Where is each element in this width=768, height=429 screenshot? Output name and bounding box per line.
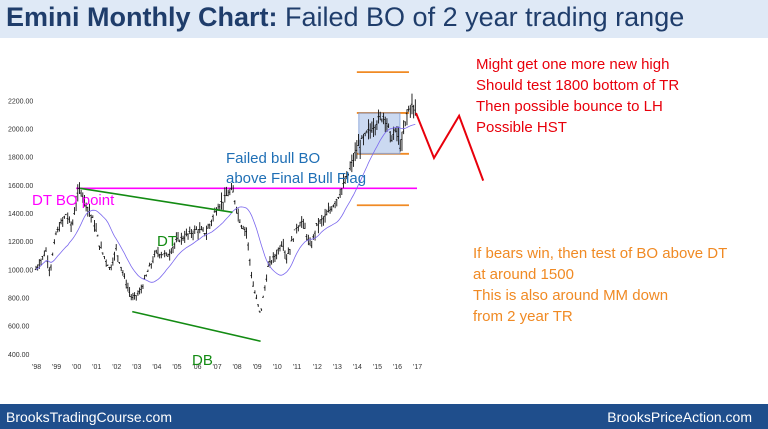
trading-range-box [358, 112, 401, 155]
y-tick-label: 800.00 [8, 296, 30, 303]
chart-title-bold: Emini Monthly Chart: [6, 2, 278, 32]
y-tick-label: 400.00 [8, 352, 30, 359]
x-tick-label: '15 [373, 364, 382, 371]
chart-title: Emini Monthly Chart: Failed BO of 2 year… [6, 2, 684, 33]
x-tick-label: '04 [152, 364, 161, 371]
orange-note-2: at around 1500 [473, 266, 574, 283]
red-note-4: Possible HST [476, 119, 567, 136]
label-db: DB [192, 352, 213, 369]
red-note-3: Then possible bounce to LH [476, 98, 663, 115]
orange-note-1: If bears win, then test of BO above DT [473, 245, 728, 262]
projection-group [415, 112, 485, 181]
y-tick-label: 1800.00 [8, 155, 33, 162]
red-note-2: Should test 1800 bottom of TR [476, 77, 680, 94]
x-tick-label: '08 [233, 364, 242, 371]
x-tick-label: '05 [172, 364, 181, 371]
footer-left-link[interactable]: BrooksTradingCourse.com [6, 409, 172, 425]
y-tick-label: 2200.00 [8, 98, 33, 105]
orange-note-3: This is also around MM down [473, 287, 669, 304]
x-tick-label: '11 [293, 364, 302, 371]
y-tick-label: 600.00 [8, 324, 30, 331]
label-bull-bo-2: above Final Bull Flag [226, 170, 367, 187]
moving-average-line [35, 123, 416, 283]
x-tick-label: '07 [212, 364, 221, 371]
footer-bar: BrooksTradingCourse.com BrooksPriceActio… [0, 404, 768, 429]
price-bars [34, 93, 416, 313]
chart-title-rest: Failed BO of 2 year trading range [277, 2, 685, 32]
y-tick-label: 1400.00 [8, 211, 33, 218]
trend-lines [79, 187, 261, 343]
trading-range-group [358, 112, 401, 155]
x-tick-label: '00 [72, 364, 81, 371]
x-tick-label: '13 [333, 364, 342, 371]
double-top-line [79, 187, 233, 214]
x-tick-label: '10 [273, 364, 282, 371]
footer-right-link[interactable]: BrooksPriceAction.com [607, 409, 752, 425]
label-dt-bo-point: DT BO point [32, 192, 115, 209]
projected-path-line [415, 112, 485, 181]
x-tick-label: '12 [313, 364, 322, 371]
x-tick-label: '02 [112, 364, 121, 371]
label-bull-bo-1: Failed bull BO [226, 150, 321, 167]
red-note-1: Might get one more new high [476, 56, 670, 73]
double-bottom-line [132, 310, 261, 343]
y-tick-label: 1000.00 [8, 267, 33, 274]
x-tick-label: '16 [393, 364, 402, 371]
y-tick-label: 2000.00 [8, 126, 33, 133]
x-tick-label: '01 [92, 364, 101, 371]
y-tick-label: 1200.00 [8, 239, 33, 246]
price-chart: 400.00 600.00 800.00 1000.00 1200.00 1400.00 1… [8, 71, 485, 371]
x-tick-label: '03 [132, 364, 141, 371]
orange-note-4: from 2 year TR [473, 308, 573, 325]
y-tick-label: 1600.00 [8, 183, 33, 190]
title-bar: Emini Monthly Chart: Failed BO of 2 year… [0, 0, 768, 38]
x-tick-label: '17 [413, 364, 422, 371]
moving-average-group [35, 123, 416, 283]
x-tick-label: '99 [52, 364, 61, 371]
label-dt: DT [157, 233, 177, 250]
x-tick-label: '98 [32, 364, 41, 371]
x-tick-label: '06 [192, 364, 201, 371]
y-axis: 400.00 600.00 800.00 1000.00 1200.00 1400.00 1… [8, 98, 33, 359]
x-tick-label: '14 [353, 364, 362, 371]
x-axis: '98 '99 '00 '01 '02 '03 '04 '05 '06 '07 '08 '09 '10 '… [32, 364, 422, 371]
x-tick-label: '09 [253, 364, 262, 371]
